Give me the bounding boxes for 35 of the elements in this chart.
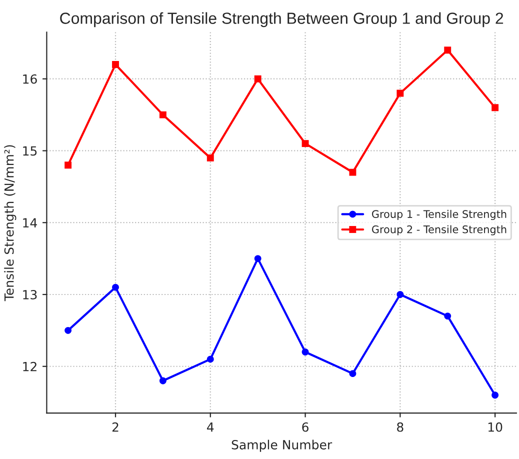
y-axis-title: Tensile Strength (N/mm²) (4, 145, 16, 302)
point (444, 312, 452, 320)
legend-label: Group 2 - Tensile Strength (372, 225, 506, 236)
point (254, 75, 262, 82)
x-tick-label: 4 (207, 422, 214, 432)
point (349, 168, 356, 176)
point (444, 46, 452, 54)
point (302, 140, 309, 148)
x-axis-title: Sample Number (232, 440, 332, 452)
y-tick-label: 12 (23, 362, 36, 372)
point (396, 291, 404, 298)
y-tick-label: 15 (23, 146, 37, 156)
point (206, 356, 214, 363)
point (492, 392, 499, 399)
point (396, 90, 404, 97)
point (159, 111, 166, 118)
x-tick-label: 8 (397, 422, 404, 432)
point (159, 377, 166, 384)
legend-label: Group 1 - Tensile Strength (372, 210, 506, 220)
point (349, 370, 356, 378)
x-tick-label: 6 (302, 422, 308, 432)
point (254, 255, 262, 262)
x-tick-label: 10 (488, 422, 502, 432)
point (112, 61, 119, 68)
point (64, 326, 72, 334)
point (492, 104, 499, 112)
chart-title: Comparison of Tensile Strength Between Group 1 and Group 2 (60, 12, 504, 28)
point (112, 284, 119, 291)
y-tick-label: 13 (23, 290, 37, 300)
point (64, 162, 72, 169)
y-tick-label: 14 (23, 218, 37, 228)
y-tick-label: 16 (23, 74, 37, 84)
x-tick-label: 2 (112, 422, 118, 432)
point (206, 154, 214, 162)
point (302, 348, 309, 356)
